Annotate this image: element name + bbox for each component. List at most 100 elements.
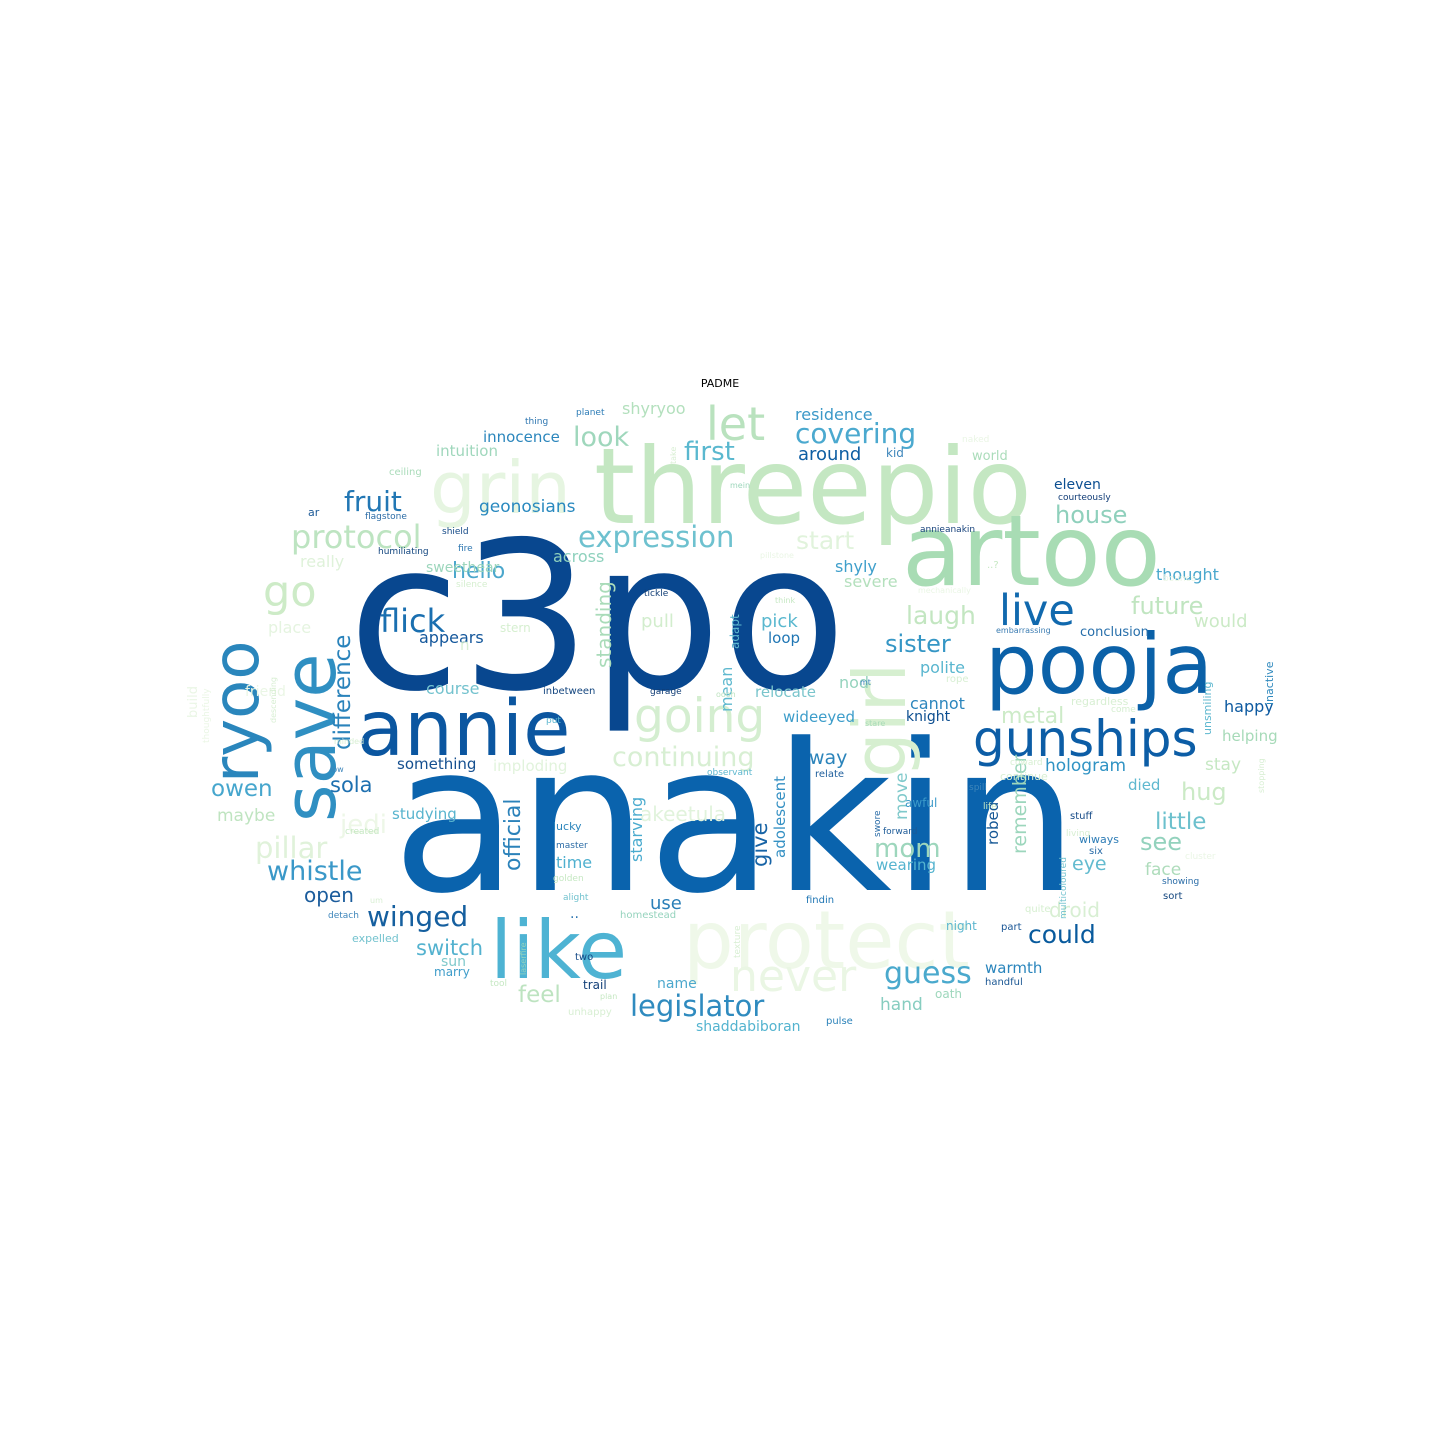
word-coward: coward xyxy=(1010,758,1043,768)
word-adapt: adapt xyxy=(728,614,742,649)
word-around: around xyxy=(798,444,861,465)
word-mechanically: mechanically xyxy=(918,586,971,595)
word-move: move xyxy=(892,773,912,820)
word-continuing: continuing xyxy=(612,742,755,773)
word-fire: fire xyxy=(458,544,473,554)
word-friend: friend xyxy=(245,684,286,700)
word-alight: alight xyxy=(563,893,589,903)
word-jedi: jedi xyxy=(339,810,387,840)
word-conclusion: conclusion xyxy=(1080,625,1149,640)
word-future: future xyxy=(1131,592,1203,620)
word-live: live xyxy=(999,586,1075,636)
word-thing: thing xyxy=(525,417,548,427)
word-pull: pull xyxy=(641,611,674,632)
word-eleven: eleven xyxy=(1054,477,1101,493)
word-could: could xyxy=(1028,920,1096,949)
word-stay: stay xyxy=(1205,755,1241,775)
word-hello: hello xyxy=(452,559,505,584)
word-relate: relate xyxy=(815,769,844,780)
word-wlways: wlways xyxy=(1079,833,1119,846)
word-homestead: homestead xyxy=(620,910,676,921)
word-planet: planet xyxy=(576,408,605,418)
word-look: look xyxy=(573,422,630,453)
word-intuition: intuition xyxy=(436,442,498,460)
word-dots: .. xyxy=(570,906,579,922)
word-save: save xyxy=(268,653,352,822)
word-night: night xyxy=(946,919,977,933)
word-eye: eye xyxy=(1072,853,1107,875)
word-standing: standing xyxy=(592,581,616,668)
word-loop: loop xyxy=(768,629,800,647)
word-appears: appears xyxy=(419,628,484,647)
word-regardless: regardless xyxy=(1071,695,1129,708)
word-mean: mean xyxy=(717,667,736,712)
word-protect: protect xyxy=(683,894,970,987)
word-sister: sister xyxy=(885,630,951,658)
word-threepio: threepio xyxy=(594,426,1032,548)
word-stuff: stuff xyxy=(1070,811,1093,822)
word-thought: thought xyxy=(1156,565,1219,584)
word-shield: shield xyxy=(442,527,469,537)
word-like: like xyxy=(490,904,627,997)
word-shyly: shyly xyxy=(835,557,877,576)
word-akeetula: akeetula xyxy=(640,802,726,826)
word-handful: handful xyxy=(985,977,1023,988)
word-sun: sun xyxy=(441,954,466,970)
word-laugh: laugh xyxy=(906,601,976,630)
word-geonosians: geonosians xyxy=(479,497,576,517)
word-imploding: imploding xyxy=(493,757,567,775)
word-never: never xyxy=(730,951,857,1002)
word-see: see xyxy=(1140,828,1182,856)
word-course: course xyxy=(426,679,479,698)
word-house: house xyxy=(1055,501,1127,529)
word-gunships: gunships xyxy=(973,710,1198,768)
word-lucky: lucky xyxy=(553,820,582,833)
word-legislator: legislator xyxy=(630,989,764,1023)
word-time: time xyxy=(556,853,592,872)
word-thoughtfully: thoughtfully xyxy=(202,688,212,743)
word-dots: ..? xyxy=(987,560,999,571)
word-flagstone: flagstone xyxy=(365,512,407,522)
word-whistle: whistle xyxy=(267,856,362,887)
word-shyryoo: shyryoo xyxy=(622,399,686,418)
word-pooja: pooja xyxy=(985,616,1213,713)
word-master: master xyxy=(556,841,588,851)
word-polite: polite xyxy=(920,658,965,677)
word-humiliating: humiliating xyxy=(378,547,429,557)
word-starving: starving xyxy=(627,797,646,862)
word-girl: girl xyxy=(838,663,922,778)
word-winged: winged xyxy=(367,900,468,933)
word-life: life xyxy=(983,802,997,812)
word-inbetween: inbetween xyxy=(543,686,595,697)
word-cannot: cannot xyxy=(910,694,965,713)
word-happy: happy xyxy=(1224,697,1274,716)
word-artoo: artoo xyxy=(902,495,1161,609)
word-expelled: expelled xyxy=(352,932,399,945)
word-quite: quite xyxy=(1025,904,1051,915)
word-bounce: bounce xyxy=(1163,574,1197,584)
word-trail: trail xyxy=(583,978,607,992)
word-knight: knight xyxy=(906,709,951,725)
word-across: across xyxy=(553,547,604,566)
word-forward: forward xyxy=(883,827,918,837)
word-build: build xyxy=(186,686,201,718)
word-detach: detach xyxy=(328,911,359,921)
word-minded: minded xyxy=(334,737,364,746)
word-really: really xyxy=(300,552,344,571)
word-oath: oath xyxy=(935,987,962,1001)
word-stopping: stopping xyxy=(1257,758,1266,793)
word-official: official xyxy=(501,798,526,871)
word-spill: spill xyxy=(969,783,987,793)
word-take: take xyxy=(669,447,678,464)
word-feel: feel xyxy=(518,982,561,1008)
word-remember: remember xyxy=(1009,754,1031,854)
word-unsmiling: unsmiling xyxy=(1201,681,1214,735)
word-start: start xyxy=(796,526,854,555)
word-give: give xyxy=(748,822,772,867)
word-awful: awful xyxy=(905,796,937,810)
word-think: think xyxy=(775,596,796,605)
word-wideeyed: wideeyed xyxy=(783,708,855,726)
word-innocence: innocence xyxy=(483,428,560,446)
word-difference: difference xyxy=(330,635,356,750)
